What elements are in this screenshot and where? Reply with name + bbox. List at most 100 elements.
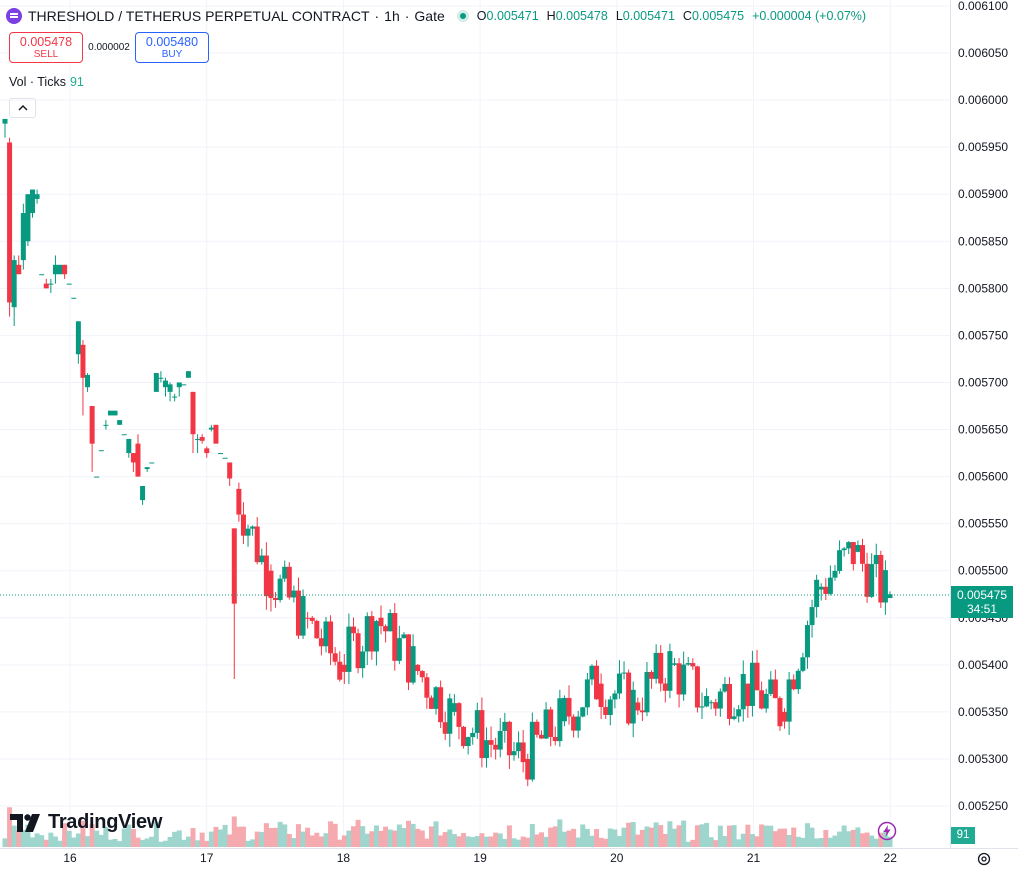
candle-body (470, 732, 476, 738)
volume-bar (176, 830, 182, 847)
high-value: 0.005478 (555, 9, 608, 23)
candle-body (222, 457, 228, 459)
volume-bar (777, 828, 783, 847)
volume-bar (263, 823, 269, 847)
price-tick-label: 0.005900 (958, 187, 1008, 201)
candle-body (497, 730, 503, 750)
volume-bar (162, 840, 168, 847)
volume-bar (493, 832, 499, 847)
candle-body (30, 189, 36, 214)
volume-bar (144, 838, 150, 847)
open-value: 0.005471 (486, 9, 539, 23)
candle-body (704, 696, 710, 707)
candle-body (254, 526, 260, 563)
gear-icon[interactable] (976, 851, 992, 867)
volume-bar (135, 837, 141, 847)
volume-bar (653, 822, 659, 847)
candle-body (43, 283, 49, 289)
volume-label[interactable]: Vol · Ticks (9, 75, 66, 89)
volume-bar (887, 836, 893, 847)
candle-body (291, 590, 297, 598)
interval-label[interactable]: 1h (384, 8, 400, 24)
volume-bar (337, 839, 343, 847)
volume-bar (218, 829, 224, 847)
volume-bar (451, 834, 457, 847)
market-status-icon[interactable] (456, 10, 469, 22)
candle-body (263, 555, 269, 597)
collapse-legend-button[interactable] (9, 98, 36, 118)
candle-body (117, 420, 123, 425)
candle-body (236, 488, 242, 515)
candle-body (309, 617, 315, 621)
volume-bar (800, 837, 806, 847)
candle-body (630, 689, 636, 724)
price-tick-label: 0.006000 (958, 93, 1008, 107)
volume-bar (722, 836, 728, 847)
volume-bar (841, 825, 847, 847)
volume-bar (465, 836, 471, 847)
volume-bar (369, 831, 375, 847)
spread-value: 0.000002 (88, 42, 130, 53)
candle-body (167, 384, 173, 392)
volume-bar (804, 823, 810, 847)
volume-bar (103, 826, 109, 847)
volume-bar (410, 823, 416, 847)
candle-body (855, 545, 861, 552)
tradingview-logo[interactable]: TradingView (10, 811, 162, 834)
exchange-label: Gate (414, 8, 445, 24)
volume-bar (158, 841, 164, 847)
volume-bar (360, 826, 366, 847)
price-tick-label: 0.005500 (958, 564, 1008, 578)
candle-body (598, 683, 604, 708)
volume-bar (401, 828, 407, 847)
ohlc-values: O0.005471 H0.005478 L0.005471 C0.005475 … (476, 9, 867, 23)
candle-body (832, 570, 838, 578)
symbol-title[interactable]: THRESHOLD / TETHERUS PERPETUAL CONTRACT (28, 8, 370, 24)
candle-body (616, 673, 622, 694)
candle-body (48, 283, 54, 285)
candle-body (745, 683, 751, 706)
candle-body (506, 721, 512, 756)
candle-body (548, 709, 554, 737)
volume-bar (539, 832, 545, 847)
candle-body (859, 545, 865, 564)
volume-bar (846, 831, 852, 847)
candle-body (676, 663, 682, 695)
volume-bar (52, 836, 58, 847)
volume-bars (2, 807, 893, 847)
candle-body (295, 590, 301, 636)
candle-body (20, 213, 26, 261)
volume-bar (681, 820, 687, 847)
volume-bar (25, 824, 31, 847)
change-value: +0.000004 (+0.07%) (752, 9, 867, 23)
volume-bar (286, 833, 292, 847)
volume-bar (364, 833, 370, 847)
volume-bar (878, 832, 884, 847)
volume-bar (754, 836, 760, 847)
candle-body (323, 621, 329, 647)
candle-body (75, 321, 81, 355)
close-value: 0.005475 (691, 9, 745, 23)
candle-body (786, 679, 792, 722)
candle-body (607, 699, 613, 715)
volume-bar (768, 825, 774, 847)
volume-bar (350, 826, 356, 847)
time-axis: 16 17 18 19 20 21 22 (63, 851, 897, 865)
lightning-icon[interactable] (877, 821, 897, 841)
time-tick-label: 19 (473, 851, 487, 865)
candle-body (424, 677, 430, 698)
sell-button[interactable]: 0.005478 SELL (9, 32, 83, 63)
candle-body (355, 633, 361, 669)
candle-body (662, 683, 668, 691)
buy-button[interactable]: 0.005480 BUY (135, 32, 209, 63)
volume-legend: Vol · Ticks 91 (9, 75, 84, 89)
candle-body (575, 716, 581, 731)
volume-bar (442, 832, 448, 847)
volume-bar (685, 841, 691, 847)
volume-bar (34, 833, 40, 847)
candle-body (378, 617, 384, 627)
price-tick-label: 0.005950 (958, 140, 1008, 154)
volume-bar (85, 836, 91, 847)
volume-bar (250, 839, 256, 847)
